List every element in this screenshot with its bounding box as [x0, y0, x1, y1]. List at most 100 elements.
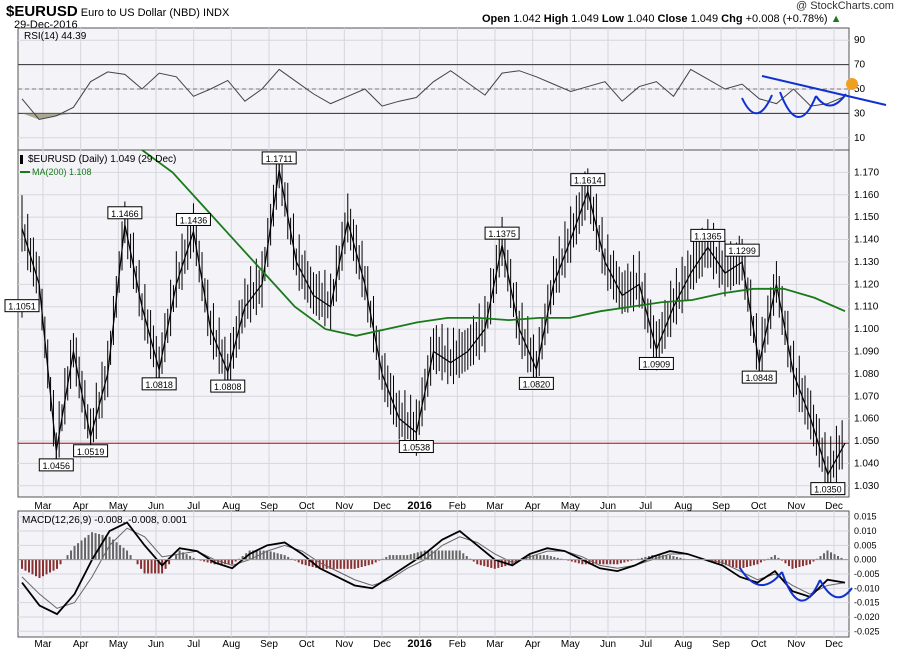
price-x-tick-label: Aug — [674, 501, 692, 512]
price-label-box — [107, 206, 143, 220]
price-y-tick-label: 1.140 — [854, 235, 879, 246]
price-y-tick-label: 1.060 — [854, 414, 879, 425]
price-label-box — [724, 243, 760, 257]
price-x-tick-label: Jul — [187, 501, 200, 512]
price-x-tick-label: Mar — [486, 501, 504, 512]
macd-y-tick-label: -0.015 — [854, 598, 880, 608]
price-label-box — [810, 482, 846, 496]
open-value: 1.042 — [513, 13, 541, 25]
macd-y-tick-label: -0.025 — [854, 626, 880, 636]
price-label-box — [141, 377, 177, 391]
price-label-box — [690, 228, 726, 242]
price-x-tick-label: Apr — [525, 501, 541, 512]
price-value-label: 1.1375 — [488, 229, 516, 239]
instrument-name: Euro to US Dollar (NBD) — [80, 7, 200, 19]
macd-x-tick-label: Aug — [222, 639, 240, 650]
macd-y-tick-label: -0.020 — [854, 612, 880, 622]
macd-line — [21, 521, 846, 616]
price-y-tick-label: 1.170 — [854, 167, 879, 178]
price-x-tick-label: Nov — [335, 501, 353, 512]
price-label-box — [175, 212, 211, 226]
price-value-label: 1.1436 — [180, 215, 208, 225]
price-y-tick-label: 1.040 — [854, 458, 879, 469]
price-x-tick-label: Apr — [73, 501, 89, 512]
high-value: 1.049 — [571, 13, 599, 25]
price-y-tick-label: 1.090 — [854, 346, 879, 357]
open-label: Open — [482, 13, 511, 25]
macd-x-tick-label: 2016 — [407, 638, 431, 650]
low-label: Low — [601, 13, 624, 25]
macd-y-tick-label: 0.005 — [854, 540, 877, 550]
macd-x-tick-label: Oct — [751, 639, 767, 650]
price-value-label: 1.0820 — [523, 379, 551, 389]
symbol: $EURUSD — [6, 3, 78, 20]
macd-y-tick-label: 0.000 — [854, 555, 877, 565]
price-label-box — [73, 444, 109, 458]
macd-x-tick-label: Oct — [299, 639, 315, 650]
price-legend: $EURUSD (Daily) 1.049 (29 Dec) — [28, 154, 176, 165]
macd-x-tick-label: Dec — [825, 639, 843, 650]
price-label-box — [570, 173, 606, 187]
price-value-label: 1.1711 — [266, 154, 293, 164]
macd-x-tick-label: Sep — [260, 639, 278, 650]
rsi-breakout-marker — [846, 78, 858, 90]
price-label-box — [638, 356, 674, 370]
rsi-pattern-arcs — [741, 91, 847, 118]
price-y-tick-label: 1.160 — [854, 190, 879, 201]
price-y-tick-label: 1.130 — [854, 257, 879, 268]
price-value-label: 1.0538 — [403, 443, 431, 453]
price-x-tick-label: Jul — [639, 501, 652, 512]
macd-x-tick-label: May — [561, 639, 580, 650]
price-value-label: 1.1614 — [574, 176, 602, 186]
price-x-tick-label: May — [561, 501, 580, 512]
price-value-label: 1.1466 — [111, 209, 139, 219]
price-value-label: 1.0456 — [43, 461, 71, 471]
close-label: Close — [657, 13, 688, 25]
rsi-y-tick-label: 90 — [854, 35, 866, 46]
rsi-trendline — [761, 75, 887, 106]
ma-legend: MA(200) 1.108 — [32, 167, 92, 177]
high-label: High — [543, 13, 569, 25]
price-value-label: 1.0818 — [145, 380, 173, 390]
price-value-label: 1.1365 — [694, 231, 722, 241]
price-value-label: 1.1299 — [728, 246, 756, 256]
price-y-tick-label: 1.100 — [854, 324, 879, 335]
macd-x-tick-label: Feb — [449, 639, 467, 650]
price-value-label: 1.0848 — [746, 373, 774, 383]
price-legend-icon — [20, 155, 23, 164]
macd-y-tick-label: -0.005 — [854, 569, 880, 579]
macd-x-tick-label: Apr — [525, 639, 541, 650]
macd-pattern-arcs — [739, 567, 853, 602]
price-value-label: 1.0519 — [77, 447, 105, 457]
rsi-y-tick-label: 30 — [854, 108, 866, 119]
macd-x-tick-label: Mar — [486, 639, 504, 650]
chart-header: $EURUSD Euro to US Dollar (NBD) INDX — [6, 3, 229, 20]
price-label-box — [518, 376, 554, 390]
credit: @ StockCharts.com — [796, 0, 894, 12]
macd-x-tick-label: Jul — [639, 639, 652, 650]
price-label-box — [210, 379, 246, 393]
price-label-box — [741, 370, 777, 384]
price-x-tick-label: Mar — [34, 501, 52, 512]
close-value: 1.049 — [690, 13, 719, 25]
macd-x-tick-label: Nov — [787, 639, 805, 650]
price-x-tick-label: Dec — [825, 501, 843, 512]
macd-y-tick-label: -0.010 — [854, 583, 880, 593]
price-label-box — [4, 299, 40, 313]
macd-x-tick-label: May — [109, 639, 128, 650]
price-x-tick-label: 2016 — [407, 500, 431, 512]
price-y-tick-label: 1.150 — [854, 212, 879, 223]
price-y-tick-label: 1.030 — [854, 481, 879, 492]
price-x-tick-label: Sep — [260, 501, 278, 512]
price-value-label: 1.0350 — [814, 485, 842, 495]
rsi-legend: RSI(14) 44.39 — [24, 31, 87, 42]
price-y-tick-label: 1.070 — [854, 391, 879, 402]
macd-x-tick-label: Jun — [600, 639, 616, 650]
price-label-box — [38, 458, 74, 472]
price-value-label: 1.0808 — [214, 382, 242, 392]
macd-x-tick-label: Jun — [148, 639, 164, 650]
rsi-y-tick-label: 10 — [854, 133, 866, 144]
price-y-tick-label: 1.080 — [854, 369, 879, 380]
rsi-y-tick-label: 50 — [854, 84, 866, 95]
